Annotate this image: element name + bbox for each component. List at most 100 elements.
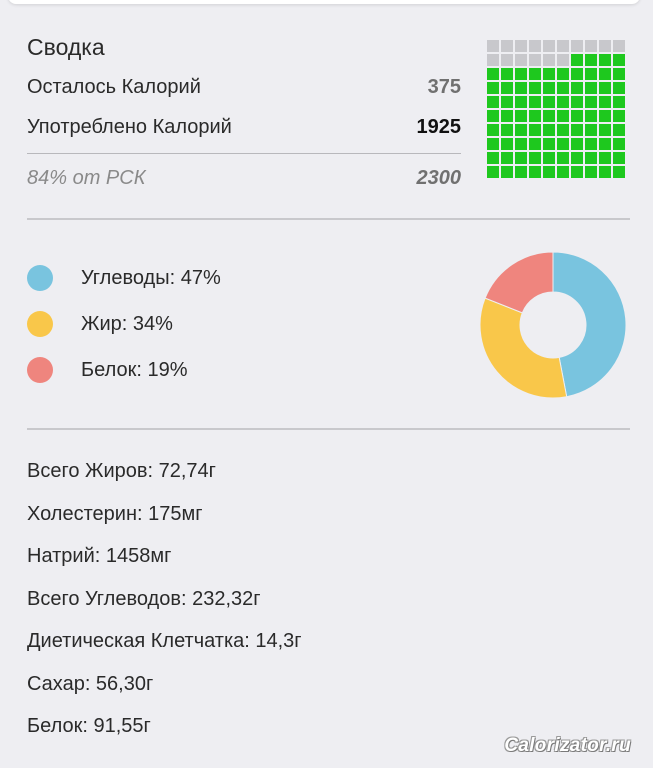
donut-slice-fat <box>479 297 568 399</box>
calorie-grid-cell <box>501 82 513 94</box>
calorie-grid-cell <box>487 110 499 122</box>
calorie-grid-cell <box>487 40 499 52</box>
calorie-grid-cell <box>501 96 513 108</box>
calorie-grid-cell <box>543 124 555 136</box>
calorie-grid-cell <box>571 40 583 52</box>
calorie-grid-cell <box>557 138 569 150</box>
protein-label: Белок: 19% <box>81 359 188 381</box>
calorie-grid-cell <box>557 54 569 66</box>
calorie-grid-cell <box>529 152 541 164</box>
nutrient-total-carbs: Всего Углеводов: 232,32г <box>27 588 261 610</box>
calorie-grid-cell <box>543 40 555 52</box>
calorie-grid-cell <box>515 82 527 94</box>
previous-card-edge <box>8 0 640 4</box>
calorie-grid-cell <box>613 40 625 52</box>
calorie-grid-cell <box>501 138 513 150</box>
calorie-grid-cell <box>515 166 527 178</box>
calorie-grid-cell <box>557 96 569 108</box>
calorie-grid-cell <box>487 82 499 94</box>
donut-slice-protein <box>484 251 554 314</box>
calorie-grid-cell <box>571 138 583 150</box>
calorie-grid-cell <box>571 124 583 136</box>
calorie-grid-cell <box>529 110 541 122</box>
nutrient-sodium: Натрий: 1458мг <box>27 545 172 567</box>
calorie-grid-cell <box>515 110 527 122</box>
calorie-grid-cell <box>613 166 625 178</box>
calorie-grid-cell <box>599 124 611 136</box>
calorie-grid-cell <box>543 96 555 108</box>
calorie-grid-cell <box>501 40 513 52</box>
rsk-value: 2300 <box>416 167 462 189</box>
calorie-grid-cell <box>487 96 499 108</box>
calorie-grid-cell <box>501 166 513 178</box>
remaining-calories-value: 375 <box>427 76 461 98</box>
fat-label: Жир: 34% <box>81 313 173 335</box>
consumed-calories-value: 1925 <box>416 116 462 138</box>
section-divider <box>27 428 630 430</box>
calorie-grid-cell <box>557 110 569 122</box>
calorie-grid-cell <box>613 124 625 136</box>
calorie-grid-cell <box>529 54 541 66</box>
calorie-grid-cell <box>487 54 499 66</box>
calorie-grid-cell <box>529 68 541 80</box>
calorie-grid-cell <box>515 124 527 136</box>
calorie-grid-cell <box>599 152 611 164</box>
calorie-grid-cell <box>613 110 625 122</box>
watermark-text: Calorizator.ru <box>504 735 631 756</box>
consumed-calories-label: Употреблено Калорий <box>27 116 232 138</box>
calorie-grid-cell <box>515 138 527 150</box>
donut-slice-carbs <box>552 251 627 398</box>
calorie-grid-cell <box>585 110 597 122</box>
fat-color-dot <box>27 311 53 337</box>
calorie-grid-cell <box>529 96 541 108</box>
calorie-grid-cell <box>571 54 583 66</box>
calorie-grid-cell <box>585 138 597 150</box>
calorie-grid-cell <box>571 82 583 94</box>
calorie-grid-cell <box>613 138 625 150</box>
calorie-grid-cell <box>599 54 611 66</box>
calorie-grid-cell <box>571 166 583 178</box>
nutrient-protein: Белок: 91,55г <box>27 715 151 737</box>
rsk-label: 84% от РСК <box>27 167 146 189</box>
calorie-grid-cell <box>599 40 611 52</box>
section-divider <box>27 218 630 220</box>
calorie-grid-cell <box>599 138 611 150</box>
calorie-grid-cell <box>487 68 499 80</box>
calorie-grid-cell <box>613 152 625 164</box>
nutrient-sugar: Сахар: 56,30г <box>27 673 154 695</box>
calorie-grid-cell <box>585 166 597 178</box>
calorie-grid-cell <box>585 82 597 94</box>
calorie-grid-cell <box>599 166 611 178</box>
calorie-grid-cell <box>487 124 499 136</box>
remaining-calories-label: Осталось Калорий <box>27 76 201 98</box>
calorie-grid-cell <box>543 152 555 164</box>
calorie-grid-cell <box>571 152 583 164</box>
nutrient-cholesterol: Холестерин: 175мг <box>27 503 203 525</box>
calorie-grid-cell <box>487 152 499 164</box>
calorie-grid-cell <box>529 82 541 94</box>
calorie-grid-cell <box>501 124 513 136</box>
protein-color-dot <box>27 357 53 383</box>
calorie-grid-cell <box>515 54 527 66</box>
calorie-grid-cell <box>515 40 527 52</box>
calorie-grid-cell <box>557 40 569 52</box>
calorie-grid-cell <box>599 96 611 108</box>
calorie-progress-grid <box>487 40 631 184</box>
calorie-grid-cell <box>599 68 611 80</box>
nutrient-dietary-fiber: Диетическая Клетчатка: 14,3г <box>27 630 302 652</box>
calorie-grid-cell <box>515 68 527 80</box>
calorie-grid-cell <box>501 152 513 164</box>
calorie-grid-cell <box>487 138 499 150</box>
calorie-grid-cell <box>585 68 597 80</box>
calorie-grid-cell <box>613 82 625 94</box>
calorie-grid-cell <box>515 152 527 164</box>
calorie-grid-cell <box>543 166 555 178</box>
calorie-grid-cell <box>599 110 611 122</box>
carbs-color-dot <box>27 265 53 291</box>
calorie-grid-cell <box>585 54 597 66</box>
calorie-grid-cell <box>543 68 555 80</box>
calorie-grid-cell <box>557 124 569 136</box>
nutrient-total-fat: Всего Жиров: 72,74г <box>27 460 216 482</box>
calorie-grid-cell <box>557 68 569 80</box>
calorie-grid-cell <box>543 138 555 150</box>
